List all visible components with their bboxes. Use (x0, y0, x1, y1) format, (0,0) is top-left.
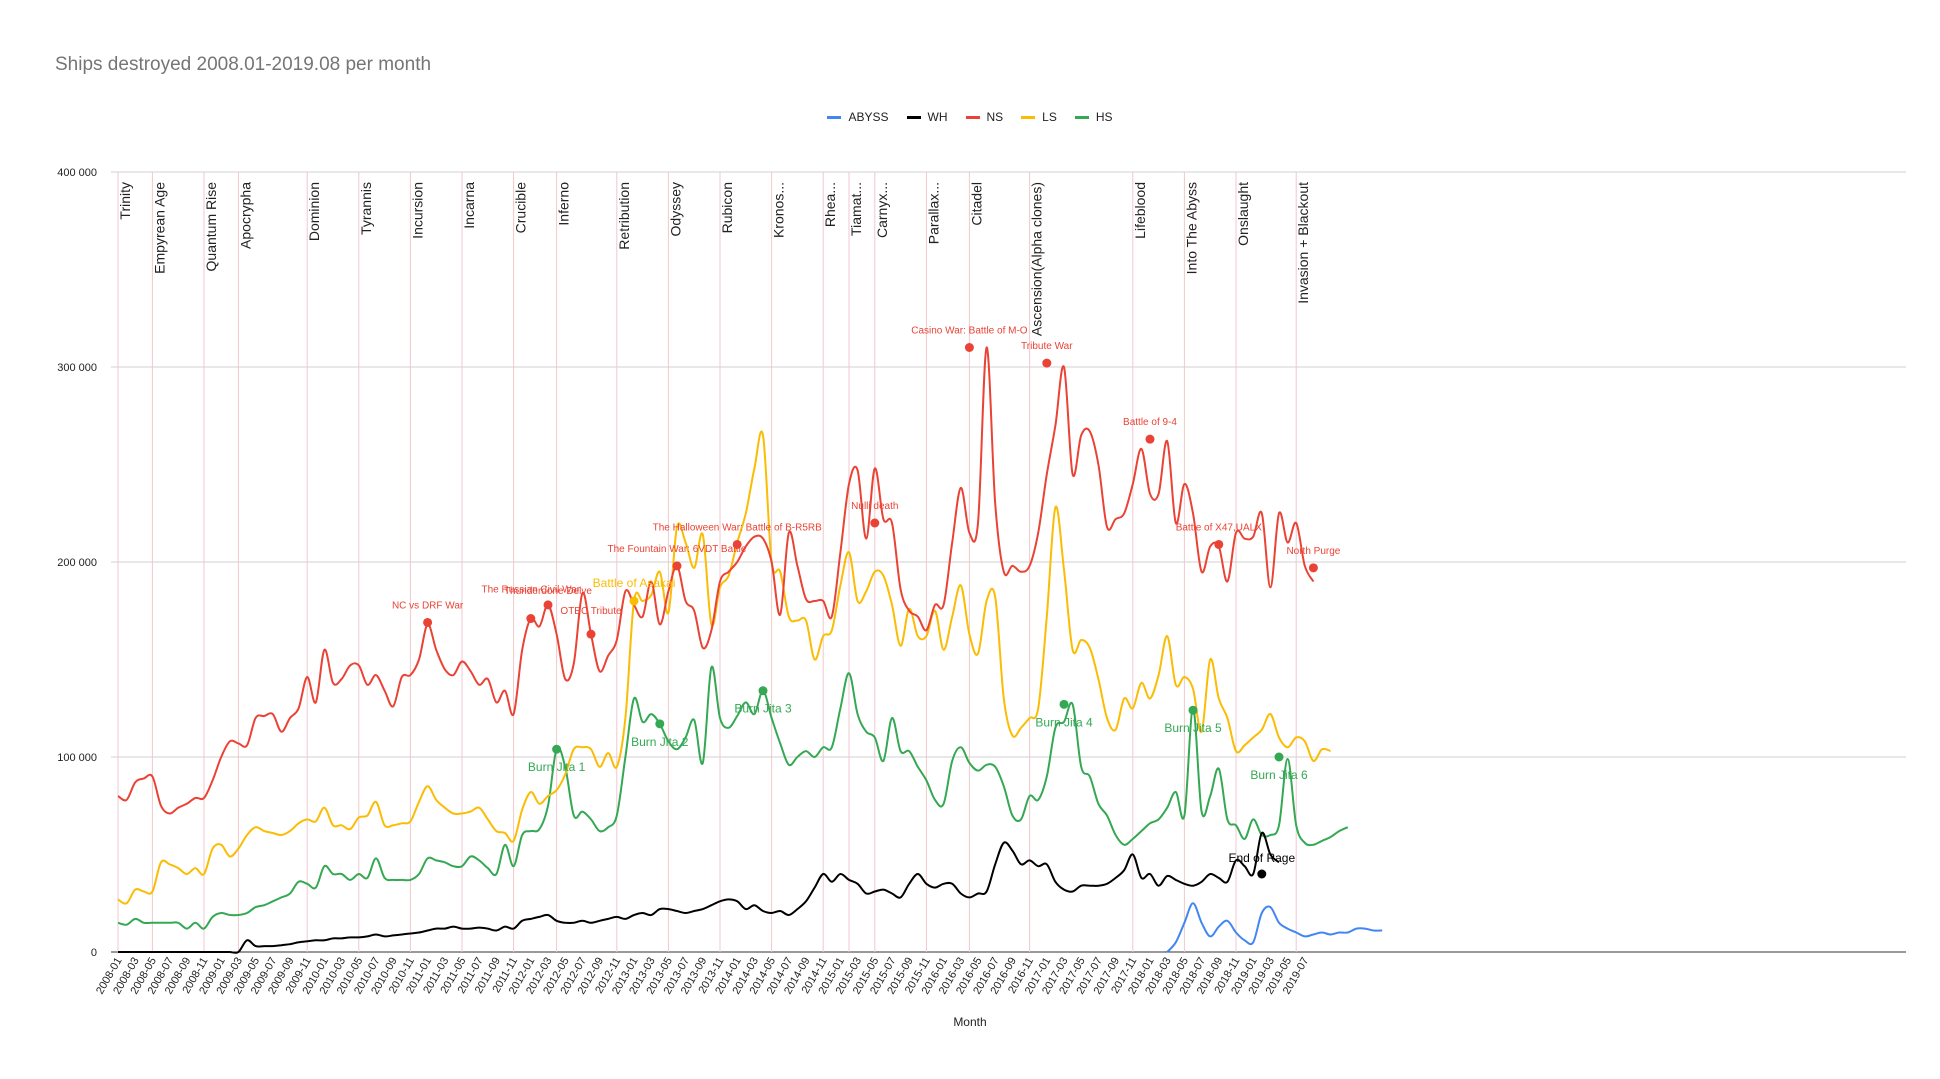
annotation-point (586, 629, 596, 639)
annotation-point (543, 600, 553, 610)
legend-label: HS (1095, 110, 1113, 124)
annotation-point (1145, 434, 1155, 444)
annotation-label: NC vs DRF War (392, 600, 464, 611)
release-label: Tiamat... (848, 182, 864, 236)
annotation-point (1214, 539, 1224, 549)
annotation-point (655, 719, 665, 729)
release-label: Quantum Rise (203, 182, 219, 272)
release-label: Rhea... (822, 182, 838, 227)
y-tick-label: 100 000 (57, 752, 97, 764)
legend-label: NS (986, 110, 1004, 124)
annotation-label: Battle of X47,UALX (1176, 522, 1262, 533)
legend-swatch (1074, 115, 1089, 119)
annotation-label: Thunderdone Delve (504, 586, 592, 597)
release-label: Odyssey (667, 182, 683, 236)
release-label: Onslaught (1235, 182, 1251, 246)
annotation-point (964, 343, 974, 352)
chart-legend: ABYSS WH NS LS HS (0, 110, 1940, 124)
annotation-point (526, 614, 536, 624)
release-label: Carnyx... (874, 182, 890, 238)
release-label: Ascension(Alpha clones) (1029, 182, 1045, 336)
legend-label: ABYSS (848, 110, 889, 124)
legend-label: WH (927, 110, 948, 124)
release-label: Crucible (513, 182, 529, 234)
series-line-abyss (1166, 902, 1383, 953)
series-line-wh (117, 831, 1280, 954)
release-label: Citadel (968, 182, 984, 226)
legend-item-ls: LS (1021, 110, 1057, 124)
annotation-label: Burn Jita 2 (631, 735, 689, 749)
release-label: Tyrannis (358, 182, 374, 235)
annotation-point (1257, 869, 1267, 879)
y-tick-label: 0 (91, 947, 97, 959)
legend-swatch (827, 115, 842, 119)
annotation-point (1042, 358, 1052, 368)
annotation-point (1059, 699, 1069, 709)
chart-title: Ships destroyed 2008.01-2019.08 per mont… (55, 54, 432, 75)
annotation-label: Burn Jita 3 (734, 702, 792, 716)
y-tick-label: 300 000 (57, 362, 97, 374)
annotation-point (732, 539, 742, 549)
annotation-label: Casino War: Battle of M-O (911, 326, 1028, 337)
x-axis-title: Month (953, 1015, 987, 1029)
y-tick-label: 200 000 (57, 557, 97, 569)
annotation-label: Burn Jita 4 (1035, 715, 1093, 729)
annotation-label: Tribute War (1021, 341, 1073, 352)
legend-item-wh: WH (906, 110, 948, 124)
annotation-label: End of Rage (1228, 851, 1295, 865)
y-tick-label: 400 000 (57, 167, 97, 179)
series-line-hs (117, 665, 1349, 930)
annotation-point (1274, 752, 1284, 762)
annotation-label: Battle of Asakai (593, 576, 676, 590)
annotation-label: The Fountain War: 6VDT Battle (608, 544, 747, 555)
release-label: Rubicon (719, 182, 735, 233)
release-label: Trinity (117, 182, 133, 220)
release-label: Invasion + Blackout (1295, 182, 1311, 304)
annotation-point (672, 561, 682, 571)
annotation-point (758, 686, 768, 696)
annotation-label: Burn Jita 6 (1250, 768, 1308, 782)
legend-item-abyss: ABYSS (827, 110, 889, 124)
annotation-label: The Halloween War: Battle of B-R5RB (653, 522, 822, 533)
annotation-label: Burn Jita 5 (1164, 721, 1222, 735)
legend-swatch (1021, 115, 1036, 119)
release-label: Incarna (461, 182, 477, 229)
annotation-point (552, 744, 562, 754)
series-line-ns (117, 346, 1315, 815)
release-label: Kronos... (771, 182, 787, 238)
release-label: Empyrean Age (151, 182, 167, 274)
annotation-label: The Russian Civil War (482, 585, 581, 596)
release-label: Incursion (409, 182, 425, 239)
legend-swatch (965, 115, 980, 119)
annotation-label: Burn Jita 1 (528, 760, 586, 774)
release-label: Inferno (556, 182, 572, 226)
release-label: Parallax... (925, 182, 941, 244)
legend-item-ns: NS (965, 110, 1004, 124)
legend-swatch (906, 115, 921, 119)
release-label: Retribution (616, 182, 632, 250)
annotation-point (1188, 705, 1198, 715)
annotation-label: Battle of 9-4 (1123, 417, 1177, 428)
annotation-label: North Purge (1286, 546, 1340, 557)
legend-label: LS (1042, 110, 1057, 124)
release-label: Lifeblood (1132, 182, 1148, 239)
annotation-point (423, 617, 433, 627)
release-label: Into The Abyss (1183, 182, 1199, 274)
annotation-label: Nulli death (851, 501, 898, 512)
release-label: Dominion (306, 182, 322, 241)
release-label: Apocrypha (237, 182, 253, 249)
series-line-ls (117, 430, 1331, 905)
annotation-point (1308, 563, 1318, 573)
legend-item-hs: HS (1074, 110, 1113, 124)
annotation-point (629, 596, 639, 606)
annotation-label: OTEC Tribute (560, 606, 622, 617)
annotation-point (870, 518, 880, 528)
